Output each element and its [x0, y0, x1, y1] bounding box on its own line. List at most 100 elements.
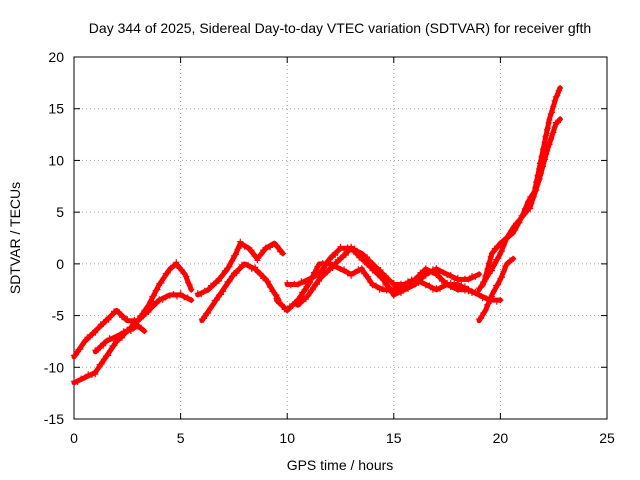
- data-point: [198, 291, 205, 297]
- data-point: [337, 256, 344, 263]
- data-point: [397, 290, 404, 296]
- data-point: [390, 292, 397, 299]
- data-point: [491, 245, 498, 252]
- data-point: [454, 274, 461, 281]
- data-point: [388, 289, 395, 296]
- data-point: [98, 360, 105, 367]
- data-point: [312, 271, 319, 278]
- axis-ticks: [73, 56, 608, 420]
- data-point: [555, 119, 561, 126]
- data-point: [527, 205, 534, 212]
- data-point: [314, 281, 320, 288]
- data-point: [291, 280, 298, 287]
- grid: [74, 57, 607, 419]
- data-point: [405, 278, 411, 285]
- data-point: [273, 295, 280, 302]
- data-point: [376, 286, 383, 293]
- data-point: [476, 271, 483, 278]
- data-point: [186, 282, 193, 288]
- data-point: [433, 272, 440, 278]
- data-point: [350, 248, 357, 255]
- data-point: [499, 274, 505, 281]
- data-point: [100, 356, 107, 363]
- data-point: [124, 316, 131, 323]
- data-point: [342, 252, 349, 259]
- data-point: [380, 275, 387, 282]
- data-point: [513, 220, 519, 227]
- data-point: [444, 279, 451, 286]
- data-point: [252, 264, 259, 271]
- data-point: [92, 329, 99, 336]
- data-point: [495, 255, 502, 262]
- data-point: [78, 375, 85, 382]
- data-point: [297, 300, 304, 307]
- data-point: [557, 116, 564, 123]
- data-point: [145, 309, 152, 315]
- data-point: [461, 275, 468, 282]
- data-point: [111, 342, 118, 349]
- data-point: [289, 303, 296, 309]
- data-point: [555, 87, 562, 94]
- data-point: [81, 338, 88, 345]
- data-point: [472, 273, 479, 280]
- data-point: [170, 291, 177, 298]
- data-point: [537, 159, 544, 166]
- data-point: [478, 315, 485, 322]
- data-point: [544, 125, 551, 132]
- data-point: [353, 249, 360, 256]
- data-point: [318, 273, 325, 280]
- data-point: [367, 279, 374, 286]
- data-point: [105, 352, 112, 359]
- data-point: [73, 351, 80, 358]
- data-point: [497, 241, 504, 248]
- data-point: [324, 259, 331, 266]
- x-axis-label: GPS time / hours: [287, 457, 394, 473]
- chart-title: Day 344 of 2025, Sidereal Day-to-day VTE…: [89, 20, 591, 36]
- data-point: [305, 278, 312, 284]
- data-point: [228, 273, 235, 280]
- data-point: [158, 280, 165, 286]
- data-point: [361, 256, 368, 263]
- data-point: [179, 267, 185, 273]
- data-point: [554, 92, 561, 99]
- series-track-k: [480, 85, 564, 287]
- data-point: [131, 324, 138, 331]
- data-point: [493, 298, 500, 305]
- y-tick-label: 20: [48, 49, 64, 65]
- data-point: [485, 300, 492, 307]
- series-track-e: [194, 238, 286, 298]
- data-point: [497, 297, 504, 304]
- data-point: [503, 261, 510, 268]
- data-point: [380, 285, 387, 292]
- data-point: [451, 284, 458, 291]
- y-tick-label: 0: [56, 256, 64, 272]
- data-point: [218, 272, 225, 279]
- data-point: [166, 292, 173, 299]
- data-point: [254, 257, 261, 264]
- data-point: [233, 251, 239, 258]
- data-point: [550, 103, 557, 110]
- data-point: [100, 321, 107, 328]
- data-point: [218, 291, 225, 298]
- data-point: [309, 286, 316, 293]
- data-point: [531, 190, 538, 197]
- x-tick-label: 15: [386, 430, 402, 446]
- data-point: [386, 284, 393, 291]
- data-point: [394, 282, 401, 289]
- data-point: [441, 279, 448, 285]
- data-point: [433, 265, 440, 272]
- data-point: [458, 277, 465, 284]
- data-point: [284, 279, 291, 286]
- data-point: [426, 269, 433, 276]
- data-point: [329, 265, 336, 271]
- data-point: [523, 204, 530, 211]
- data-point: [95, 325, 101, 332]
- data-point: [267, 284, 274, 291]
- data-point: [135, 317, 141, 324]
- data-point: [458, 285, 465, 292]
- data-point: [332, 252, 339, 259]
- data-point: [121, 315, 128, 322]
- data-point: [77, 346, 84, 353]
- data-point: [345, 247, 352, 254]
- data-point: [210, 282, 217, 289]
